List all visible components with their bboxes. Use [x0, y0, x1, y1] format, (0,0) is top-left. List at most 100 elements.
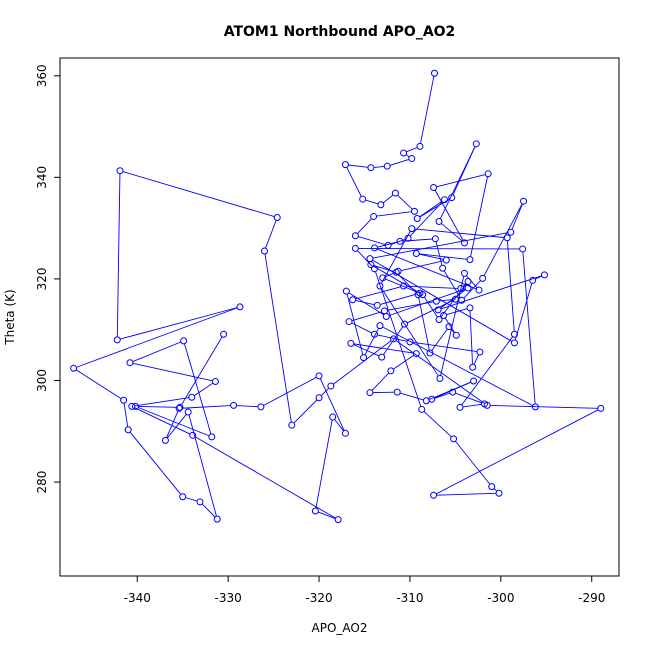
series-segment — [195, 436, 336, 519]
series-segment — [388, 288, 466, 316]
x-tick-label: -290 — [578, 591, 605, 605]
series-segment — [182, 405, 231, 409]
series-segment — [188, 414, 217, 517]
data-point — [367, 164, 375, 172]
data-point — [366, 255, 374, 263]
data-point — [327, 382, 335, 390]
series-segment — [434, 392, 450, 399]
data-point — [261, 247, 269, 255]
data-point — [460, 269, 468, 277]
data-point — [384, 241, 392, 249]
series-segment — [138, 405, 177, 408]
data-point — [120, 396, 128, 404]
data-point — [334, 516, 342, 524]
data-point — [360, 354, 368, 362]
series-segment — [406, 147, 418, 153]
data-point — [383, 162, 391, 170]
series-segment — [473, 354, 480, 365]
data-point — [329, 413, 337, 421]
series-segment — [372, 232, 508, 259]
data-point — [414, 291, 422, 299]
series-segment — [365, 199, 379, 205]
series-segment — [419, 198, 450, 218]
series-segment — [420, 76, 435, 144]
y-tick-label: 360 — [35, 64, 49, 87]
data-point — [373, 301, 381, 309]
series-segment — [358, 236, 386, 245]
data-point — [176, 403, 184, 411]
data-point — [211, 377, 219, 385]
series-segment — [166, 414, 187, 439]
series-segment — [443, 270, 461, 298]
data-point — [180, 337, 188, 345]
series-segment — [387, 301, 434, 311]
data-point — [406, 338, 414, 346]
series-segment — [395, 340, 486, 404]
data-point — [351, 232, 359, 240]
data-point — [419, 291, 427, 299]
data-point — [315, 372, 323, 380]
series-segment — [385, 278, 418, 293]
series-segment — [462, 283, 467, 287]
series-segment — [132, 362, 213, 382]
series-segment — [493, 488, 498, 492]
data-point — [390, 335, 398, 343]
data-point — [387, 367, 395, 375]
data-point — [472, 140, 480, 148]
x-tick-label: -300 — [487, 591, 514, 605]
data-point — [413, 214, 421, 222]
series-segment — [431, 328, 448, 351]
data-point — [208, 433, 216, 441]
series-segment — [293, 399, 318, 424]
data-point — [400, 282, 408, 290]
data-point — [475, 286, 483, 294]
series-segment — [402, 238, 433, 242]
y-tick-label: 340 — [35, 166, 49, 189]
series-segment — [455, 392, 482, 404]
y-tick-label: 300 — [35, 369, 49, 392]
series-segment — [423, 411, 452, 438]
series-segment — [393, 354, 415, 370]
data-point — [416, 142, 424, 150]
data-point — [370, 330, 378, 338]
data-point — [392, 268, 400, 276]
series-segment — [319, 378, 345, 431]
data-point — [531, 403, 539, 411]
data-point — [236, 303, 244, 311]
series-segment — [263, 376, 317, 406]
series-segment — [76, 307, 238, 368]
data-point — [428, 395, 436, 403]
series-segment — [185, 497, 198, 502]
series-segment — [265, 220, 277, 249]
data-point — [220, 330, 228, 338]
series-segment — [348, 292, 385, 316]
series-segment — [419, 253, 444, 260]
data-point — [370, 212, 378, 220]
y-axis-label: Theta (K) — [3, 289, 17, 345]
data-point — [495, 489, 503, 497]
x-tick-label: -330 — [215, 591, 242, 605]
series-segment — [332, 340, 392, 385]
series-segment — [320, 387, 330, 396]
data-point — [378, 353, 386, 361]
series-segment — [371, 372, 390, 391]
data-point — [400, 320, 408, 328]
data-point — [349, 296, 357, 304]
series-segment — [398, 274, 417, 293]
series-segment — [315, 419, 333, 509]
series-segment — [184, 343, 212, 435]
data-point — [70, 364, 78, 372]
data-point — [412, 350, 420, 358]
data-point — [273, 213, 281, 221]
series-segment — [535, 275, 542, 280]
data-point — [435, 316, 443, 324]
series-segment — [514, 283, 533, 341]
data-point — [179, 493, 187, 501]
data-point — [396, 237, 404, 245]
data-point — [448, 194, 456, 202]
data-point — [466, 304, 474, 312]
data-point — [347, 339, 355, 347]
series-segment — [439, 146, 476, 220]
series-segment — [434, 189, 464, 241]
series-segment — [409, 201, 443, 237]
